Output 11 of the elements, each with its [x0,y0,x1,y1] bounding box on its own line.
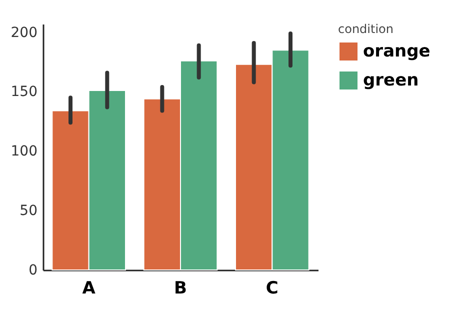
y-tick-label: 100 [10,144,38,160]
y-tick-label: 150 [10,84,38,100]
y-tick-label: 0 [28,262,38,278]
x-tick-label: A [82,278,96,298]
legend-label: green [363,70,419,90]
legend-label: orange [363,42,430,62]
y-tick-label: 200 [10,24,38,41]
x-tick-label: B [174,278,187,298]
y-tick-label: 50 [20,203,38,220]
legend-title: condition [338,22,394,36]
x-tick-label: C [266,278,278,298]
